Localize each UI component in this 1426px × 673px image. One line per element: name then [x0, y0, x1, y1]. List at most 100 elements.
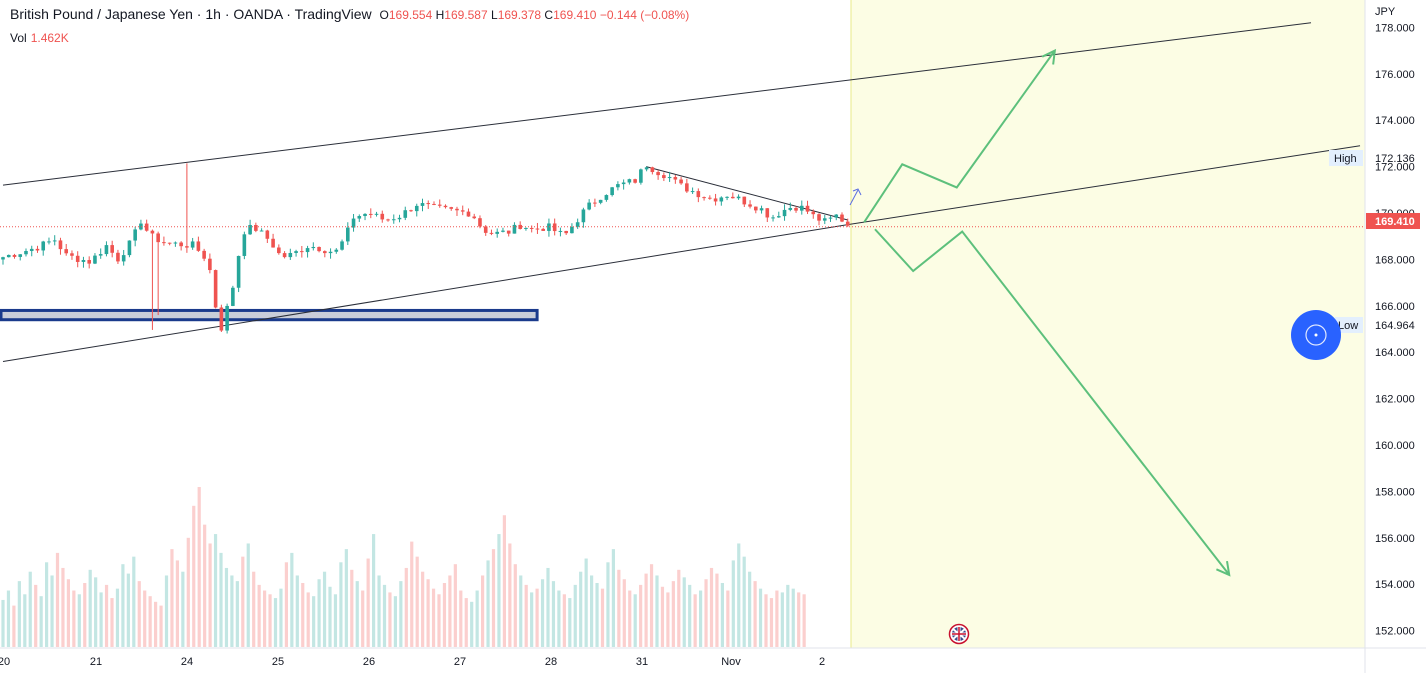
candle-body — [759, 208, 764, 211]
volume-bar — [404, 567, 408, 647]
candle-body — [213, 270, 218, 308]
volume-bar — [175, 560, 179, 647]
volume-bar — [671, 581, 675, 647]
candle-body — [277, 247, 281, 254]
currency-label: JPY — [1375, 6, 1396, 18]
volume-bar — [786, 584, 790, 647]
candle-body — [144, 223, 149, 231]
volume-bar — [192, 505, 196, 647]
candle-body — [811, 211, 816, 215]
volume-bar — [372, 534, 376, 647]
candle-body — [535, 228, 540, 230]
candle-body — [139, 223, 143, 230]
projection-arrows[interactable] — [863, 48, 1231, 577]
candle-body — [667, 177, 672, 179]
time-tick-label: 20 — [0, 656, 10, 668]
candle-body — [518, 224, 522, 229]
volume-bar — [94, 577, 98, 647]
candle-body — [449, 207, 454, 209]
price-tick-label: 152.000 — [1375, 626, 1415, 638]
symbol-legend[interactable]: British Pound / Japanese Yen · 1h · OAND… — [10, 6, 689, 22]
volume-bar — [154, 601, 158, 647]
volume-bar — [551, 581, 556, 647]
high-value-legend: 169.587 — [444, 8, 488, 22]
candle-body — [294, 251, 298, 253]
volume-bar — [284, 562, 288, 647]
bearish-projection-arrowhead-icon — [1216, 560, 1231, 577]
candle-body — [512, 224, 517, 234]
volume-bar — [426, 579, 430, 647]
volume-bar — [704, 579, 708, 647]
candle-body — [799, 205, 804, 211]
volume-bar — [235, 581, 239, 647]
volume-bar — [481, 575, 485, 647]
volume-bar — [649, 564, 654, 647]
candle-body — [478, 218, 482, 227]
candle-body — [380, 213, 385, 220]
volume-bar — [677, 569, 681, 647]
volume-bar — [268, 594, 272, 647]
candle-body — [731, 196, 735, 199]
volume-bar — [203, 524, 207, 647]
candle-body — [323, 251, 327, 254]
volume-bar — [519, 575, 523, 647]
candle-body — [288, 252, 293, 258]
candle-body — [742, 196, 747, 205]
support-zone[interactable] — [0, 308, 539, 322]
volume-bar — [486, 560, 490, 647]
candle-body — [472, 216, 477, 219]
volume-bar — [590, 575, 594, 647]
last-price-value: 169.410 — [1375, 216, 1415, 228]
volume-bar — [497, 534, 501, 647]
candle-body — [558, 230, 563, 232]
volume-bar — [611, 549, 615, 647]
low-label-legend: L — [491, 8, 498, 22]
candle-body — [397, 217, 402, 220]
candle-body — [432, 203, 436, 205]
candle-body — [305, 248, 310, 253]
high-marker: High 172.136 — [1329, 150, 1415, 166]
volume-bar — [562, 594, 566, 647]
target-circle-button[interactable] — [1291, 310, 1341, 360]
volume-bar — [557, 590, 561, 647]
low-marker: Low 164.964 — [1335, 317, 1415, 333]
close-label: C — [544, 8, 554, 22]
price-axis[interactable]: 152.000 154.000 156.000 158.000 160.000 162.0… — [1375, 22, 1415, 637]
time-axis[interactable]: 20 21 24 25 26 27 28 31 Nov 2 — [0, 656, 825, 668]
candle-body — [6, 254, 11, 258]
candle-body — [529, 227, 534, 229]
volume-bar — [88, 569, 92, 647]
volume-bar — [301, 583, 305, 647]
candle-body — [271, 238, 275, 248]
volume-legend[interactable]: Vol 1.462K — [10, 31, 69, 45]
candle-body — [828, 217, 833, 219]
candle-body — [541, 228, 545, 231]
price-tick-label: 164.000 — [1375, 347, 1415, 359]
candle-body — [610, 187, 614, 196]
price-tick-label: 154.000 — [1375, 579, 1415, 591]
candle-body — [167, 242, 172, 244]
candle-body — [748, 204, 752, 207]
candle-body — [311, 246, 316, 249]
mid-line-line — [847, 145, 1361, 226]
candle-body — [834, 214, 839, 218]
volume-bar — [399, 581, 403, 647]
price-tick-label: 174.000 — [1375, 115, 1415, 127]
volume-bar — [219, 552, 223, 647]
candle-body — [708, 197, 712, 199]
volume-bar — [104, 584, 109, 647]
volume-bar — [148, 596, 152, 647]
volume-bar — [99, 592, 103, 647]
uk-flag-icon[interactable] — [948, 623, 970, 645]
volume-bar — [121, 564, 125, 647]
volume-bar — [66, 579, 70, 647]
volume-bar — [197, 487, 201, 647]
candle-body — [633, 179, 637, 183]
volume-bar — [524, 584, 528, 647]
volume-bar — [606, 562, 610, 647]
trendlines[interactable] — [2, 22, 1361, 362]
volume-bar — [317, 579, 321, 647]
volume-bar — [83, 583, 87, 647]
candle-body — [771, 217, 775, 219]
